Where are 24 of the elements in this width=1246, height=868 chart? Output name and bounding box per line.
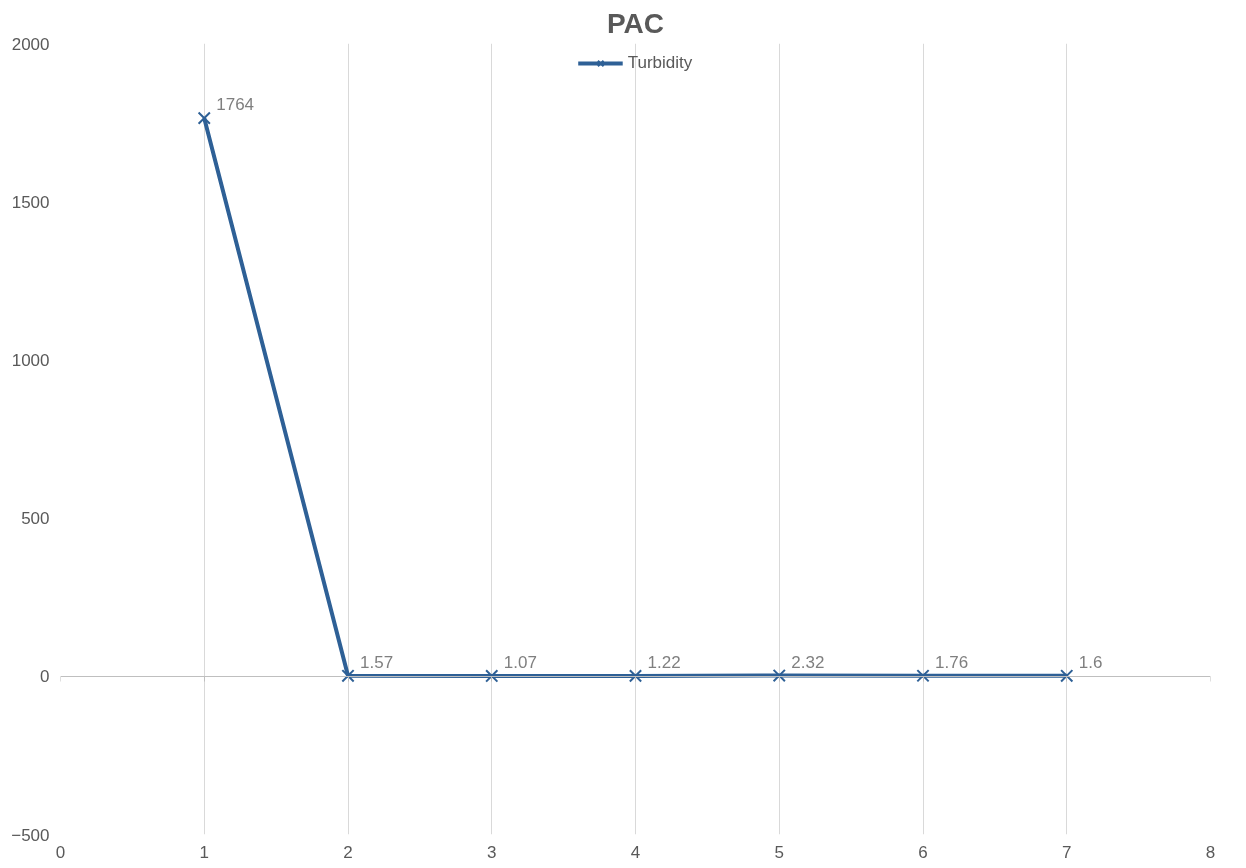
y-tick-label: 0	[40, 667, 50, 687]
chart-title: PAC	[606, 7, 665, 39]
x-tick-label: 7	[1062, 842, 1072, 862]
y-tick-label: −500	[11, 825, 50, 845]
data-label: 1.07	[503, 652, 537, 672]
data-label: 1.6	[1078, 652, 1103, 672]
x-tick-label: 8	[1205, 842, 1216, 862]
data-label: 2.32	[791, 652, 825, 672]
data-label: 1.22	[647, 652, 681, 672]
x-tick-label: 0	[55, 842, 66, 862]
data-label: 1.57	[360, 652, 394, 672]
y-tick-label: 500	[21, 509, 50, 529]
data-label: 1764	[216, 95, 255, 115]
legend-label: Turbidity	[627, 53, 693, 73]
y-tick-label: 1500	[11, 192, 50, 212]
y-tick-label: 2000	[11, 34, 50, 54]
x-tick-label: 1	[199, 842, 209, 862]
x-tick-label: 4	[630, 842, 641, 862]
x-tick-label: 2	[343, 842, 353, 862]
x-tick-label: 6	[918, 842, 928, 862]
data-label: 1.76	[935, 652, 969, 672]
y-tick-label: 1000	[11, 350, 50, 370]
x-tick-label: 5	[774, 842, 784, 862]
x-tick-label: 3	[487, 842, 497, 862]
